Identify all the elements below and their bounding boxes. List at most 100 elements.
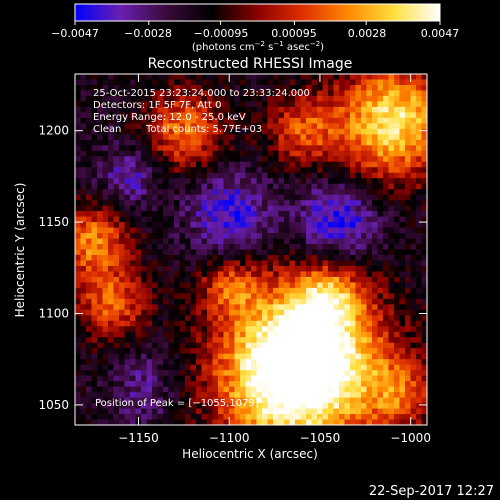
heatmap-cell (86, 353, 92, 360)
heatmap-cell (75, 112, 81, 119)
heatmap-cell (251, 222, 257, 229)
heatmap-cell (410, 271, 417, 278)
heatmap-cell (190, 79, 197, 86)
heatmap-cell (251, 200, 257, 207)
heatmap-cell (388, 200, 395, 207)
heatmap-cell (251, 386, 257, 393)
heatmap-cell (240, 150, 246, 157)
heatmap-cell (245, 189, 252, 196)
heatmap-cell (207, 276, 213, 283)
heatmap-cell (372, 326, 378, 333)
heatmap-cell (124, 222, 131, 229)
heatmap-cell (289, 233, 296, 240)
heatmap-cell (306, 419, 312, 425)
heatmap-cell (289, 375, 296, 382)
heatmap-cell (229, 315, 235, 322)
heatmap-cell (377, 145, 384, 152)
heatmap-cell (130, 364, 136, 371)
heatmap-cell (102, 331, 109, 338)
heatmap-cell (102, 95, 109, 102)
heatmap-cell (284, 414, 290, 421)
heatmap-cell (168, 123, 175, 130)
heatmap-cell (361, 222, 367, 229)
heatmap-cell (229, 211, 235, 218)
heatmap-cell (97, 386, 103, 393)
heatmap-cell (212, 342, 219, 349)
heatmap-cell (383, 106, 389, 113)
heatmap-cell (377, 370, 384, 377)
heatmap-cell (361, 244, 367, 250)
heatmap-cell (212, 337, 219, 344)
heatmap-cell (251, 287, 257, 294)
heatmap-cell (388, 265, 395, 272)
heatmap-cell (344, 161, 351, 168)
heatmap-cell (185, 293, 191, 300)
heatmap-cell (339, 408, 345, 415)
heatmap-cell (256, 134, 263, 141)
heatmap-cell (207, 194, 213, 201)
heatmap-cell (196, 216, 202, 223)
heatmap-cell (212, 287, 219, 294)
heatmap-cell (344, 375, 351, 382)
heatmap-cell (372, 161, 378, 168)
heatmap-cell (97, 139, 103, 146)
heatmap-cell (86, 381, 92, 388)
heatmap-cell (366, 337, 373, 344)
heatmap-cell (119, 95, 125, 102)
heatmap-cell (201, 298, 208, 305)
heatmap-cell (405, 139, 411, 146)
heatmap-cell (102, 134, 109, 141)
heatmap-cell (163, 326, 169, 333)
heatmap-cell (339, 397, 345, 404)
heatmap-cell (399, 145, 406, 152)
heatmap-cell (113, 348, 120, 355)
heatmap-cell (229, 95, 235, 102)
heatmap-cell (240, 84, 246, 91)
heatmap-cell (240, 287, 246, 294)
heatmap-cell (124, 348, 131, 355)
heatmap-cell (234, 194, 241, 201)
heatmap-cell (113, 222, 120, 229)
heatmap-cell (240, 276, 246, 283)
heatmap-cell (157, 309, 164, 316)
heatmap-cell (157, 106, 164, 113)
heatmap-cell (223, 123, 230, 130)
heatmap-cell (300, 117, 307, 124)
heatmap-cell (251, 293, 257, 300)
heatmap-cell (218, 348, 224, 355)
heatmap-cell (223, 348, 230, 355)
heatmap-cell (185, 276, 191, 283)
heatmap-cell (80, 211, 87, 218)
heatmap-cell (394, 205, 400, 212)
heatmap-cell (267, 282, 274, 289)
heatmap-cell (372, 233, 378, 240)
heatmap-cell (240, 293, 246, 300)
heatmap-cell (75, 298, 81, 305)
heatmap-cell (146, 233, 153, 240)
heatmap-cell (344, 134, 351, 141)
heatmap-cell (86, 298, 92, 305)
heatmap-cell (300, 233, 307, 240)
heatmap-cell (416, 249, 422, 256)
heatmap-cell (306, 254, 312, 261)
heatmap-cell (416, 408, 422, 415)
heatmap-cell (267, 260, 274, 267)
heatmap-cell (289, 216, 296, 223)
heatmap-cell (91, 200, 98, 207)
heatmap-cell (240, 320, 246, 327)
heatmap-cell (262, 364, 268, 371)
heatmap-cell (344, 238, 351, 245)
heatmap-cell (377, 397, 384, 404)
heatmap-cell (86, 408, 92, 415)
heatmap-cell (108, 386, 114, 393)
heatmap-cell (361, 265, 367, 272)
heatmap-cell (394, 397, 400, 404)
heatmap-cell (207, 101, 213, 108)
heatmap-cell (97, 194, 103, 201)
heatmap-cell (289, 249, 296, 256)
heatmap-cell (157, 298, 164, 305)
heatmap-cell (344, 265, 351, 272)
heatmap-cell (383, 271, 389, 278)
heatmap-cell (311, 392, 318, 399)
heatmap-cell (201, 260, 208, 267)
